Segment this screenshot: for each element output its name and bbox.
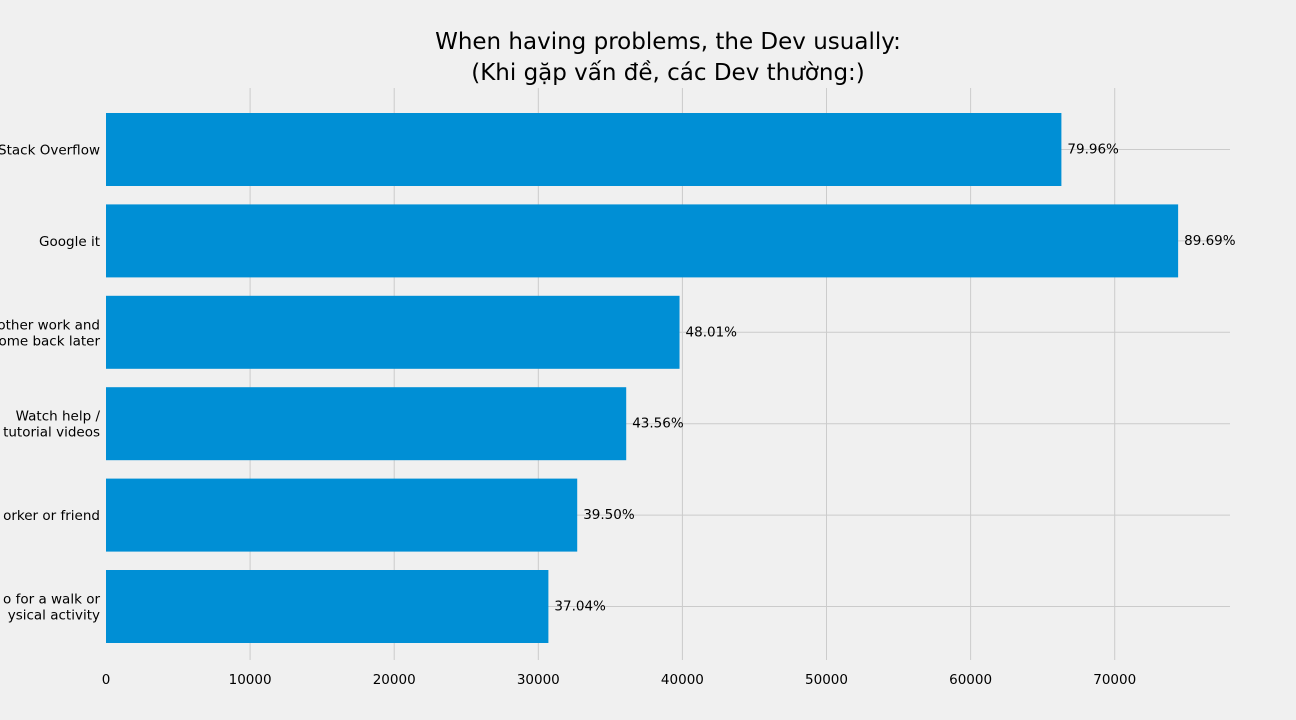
bar-data-label: 43.56% [632, 416, 684, 432]
x-tick-label: 0 [102, 672, 111, 688]
y-category-label: ome back later [0, 333, 100, 349]
y-category-label: tutorial videos [3, 425, 100, 441]
bar [106, 295, 680, 369]
x-tick-label: 60000 [949, 672, 992, 688]
y-category-label: o for a walk or [3, 592, 100, 608]
bar [106, 570, 549, 643]
bar-data-label: 37.04% [554, 599, 606, 615]
y-category-label: orker or friend [3, 508, 100, 524]
y-category-label: Google it [39, 234, 100, 250]
bar [106, 204, 1179, 278]
x-tick-label: 30000 [517, 672, 560, 688]
x-tick-label: 50000 [805, 672, 848, 688]
chart-title-line: When having problems, the Dev usually: [435, 29, 901, 55]
y-category-label: other work and [0, 317, 100, 333]
bar-layer [106, 113, 1179, 643]
chart-title-line: (Khi gặp vấn đề, các Dev thường:) [471, 60, 865, 86]
y-category-label: ysical activity [8, 608, 100, 624]
bar [106, 478, 578, 552]
chart-title: When having problems, the Dev usually: (K… [435, 29, 901, 86]
y-category-label: Stack Overflow [0, 143, 100, 159]
bar-data-label: 79.96% [1067, 142, 1119, 158]
bar [106, 387, 627, 461]
y-category-label: Watch help / [16, 409, 101, 425]
x-tick-label: 40000 [661, 672, 704, 688]
label-layer: 0 10000 20000 30000 40000 50000 60000 70000 79.9… [0, 142, 1236, 689]
x-tick-label: 10000 [229, 672, 272, 688]
bar-data-label: 39.50% [583, 507, 635, 523]
bar-data-label: 48.01% [686, 324, 738, 340]
bar-data-label: 89.69% [1184, 233, 1236, 249]
x-tick-label: 20000 [373, 672, 416, 688]
bar [106, 113, 1062, 186]
x-tick-label: 70000 [1093, 672, 1136, 688]
